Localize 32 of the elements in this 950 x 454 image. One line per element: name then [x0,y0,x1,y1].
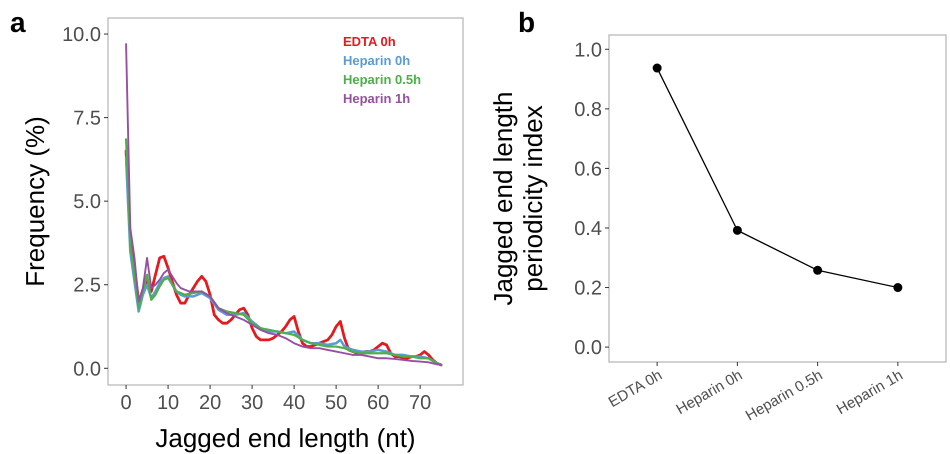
point [813,266,822,275]
y-tick-label: 0.0 [73,358,101,380]
text: EDTA 0h [343,34,396,49]
chart-title: a [10,7,26,38]
y-tick-label: 7.5 [73,108,101,130]
y-axis-title: Frequency (%) [20,116,50,287]
text: Heparin 0.5h [343,72,422,87]
y-tick-label: 10.0 [62,24,101,46]
x-tick-label: 0 [120,392,132,414]
x-tick-label: 10 [156,392,180,414]
x-tick-label: 30 [240,392,264,414]
y-tick-label: 2.5 [73,274,101,297]
chart-title: b [518,7,536,38]
x-tick-label: 20 [198,392,222,414]
y-tick-label: 0.4 [574,218,602,240]
point [732,226,742,235]
text: Heparin 0h [343,53,410,68]
y-tick-label: 1.0 [574,39,602,62]
y-tick-label: 0.8 [574,98,602,121]
y-tick-label: 0.0 [574,337,602,360]
x-tick-label: 40 [282,392,306,414]
x-tick-label: 60 [367,392,390,414]
y-tick-label: 0.2 [574,278,602,300]
text: Heparin 1h [343,91,410,106]
y-tick-label: 5.0 [73,191,101,214]
point [893,283,902,292]
x-tick-label: 50 [325,392,348,414]
y-tick-label: 0.6 [574,158,602,180]
x-axis-title: Jagged end length (nt) [155,423,416,453]
point [652,64,662,73]
y-axis-title: Jagged end length periodicity index [488,92,548,306]
x-tick-label: 70 [409,392,432,414]
